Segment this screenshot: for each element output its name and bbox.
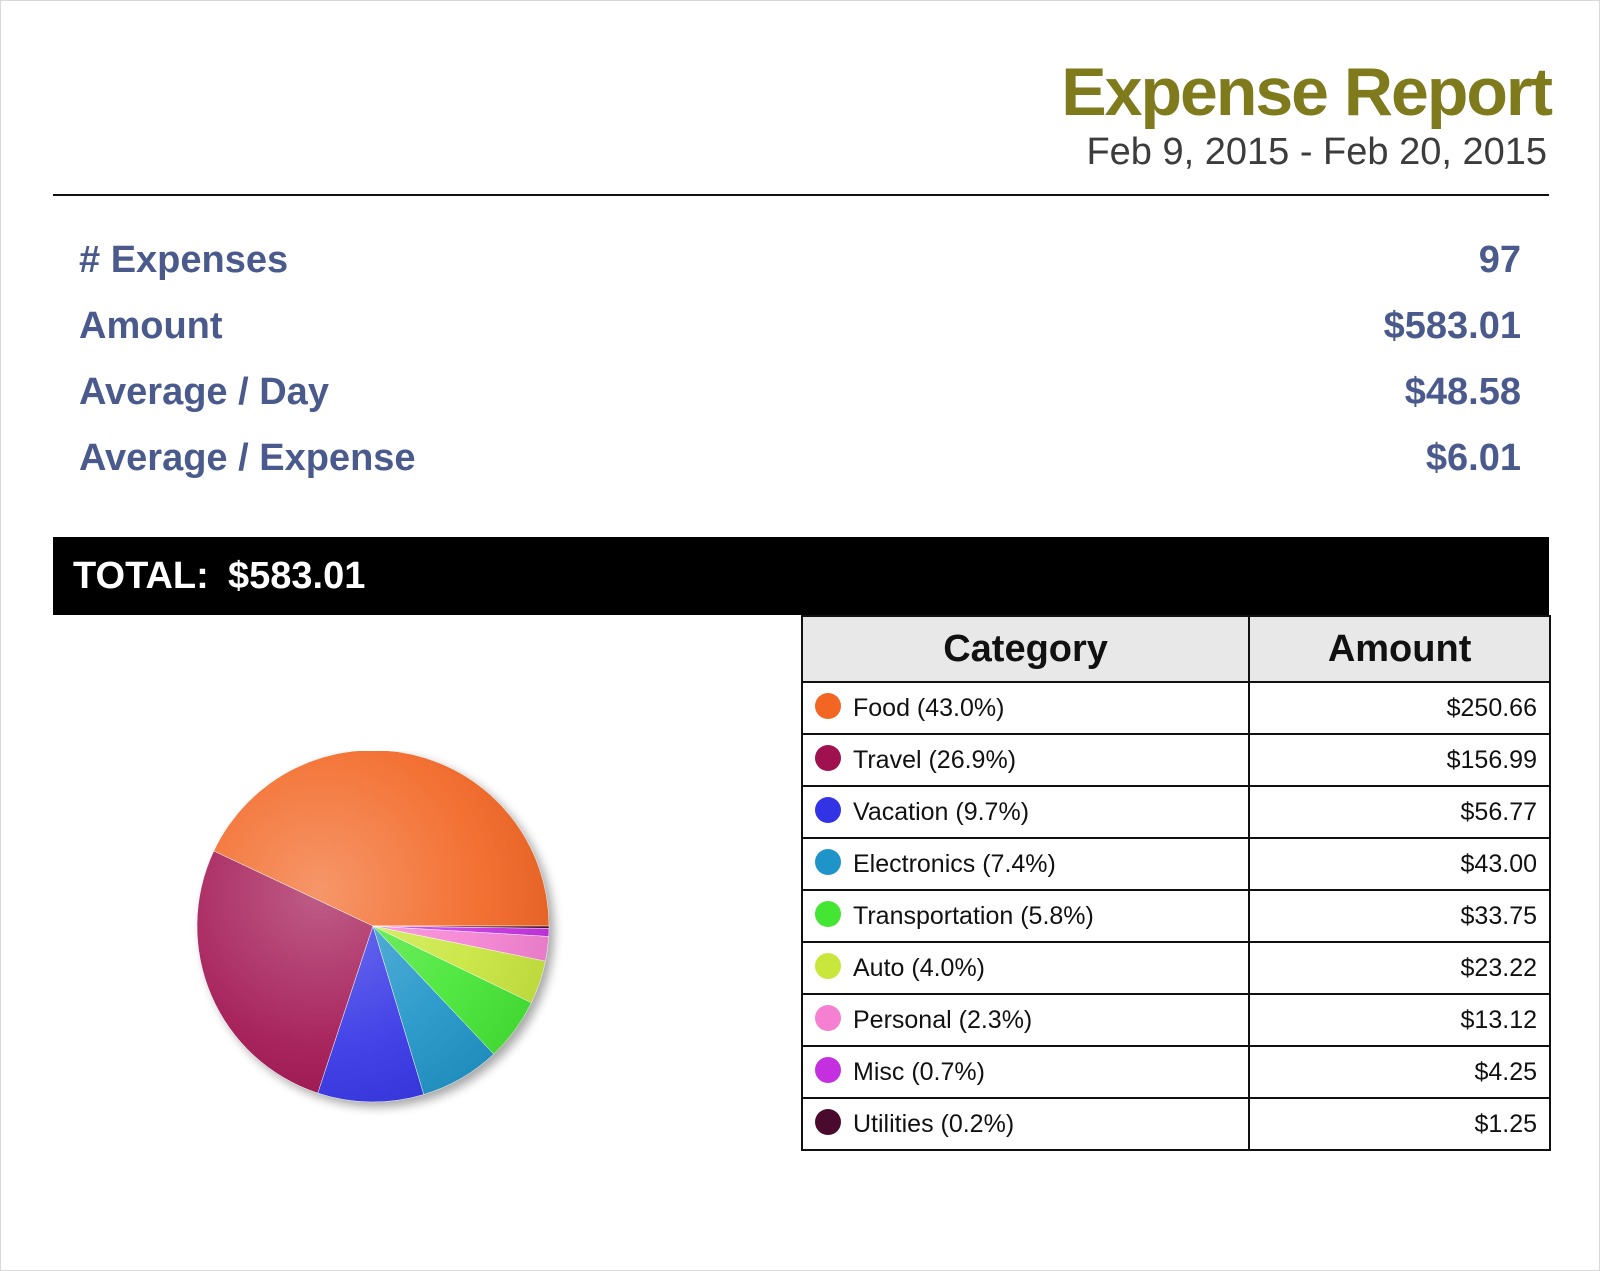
amount-cell: $250.66 (1248, 681, 1551, 735)
category-cell: Transportation (5.8%) (800, 889, 1251, 943)
date-range: Feb 9, 2015 - Feb 20, 2015 (1086, 131, 1547, 173)
stat-row-average-expense: Average / Expense $6.01 (79, 431, 1521, 497)
category-cell: Auto (4.0%) (800, 941, 1251, 995)
amount-cell: $156.99 (1248, 733, 1551, 787)
category-cell: Electronics (7.4%) (800, 837, 1251, 891)
amount-cell: $1.25 (1248, 1097, 1551, 1151)
stat-row-amount: Amount $583.01 (79, 299, 1521, 365)
stat-label: Average / Expense (79, 437, 416, 479)
amount-column-header: Amount (1248, 615, 1551, 683)
pie-chart-svg (196, 751, 554, 1107)
amount-cell: $4.25 (1248, 1045, 1551, 1099)
legend-dot-personal (815, 1005, 841, 1032)
stat-value: 97 (1478, 239, 1521, 281)
category-label: Utilities (0.2%) (853, 1109, 1015, 1138)
pie-chart (191, 751, 581, 1141)
stat-label: Amount (79, 305, 223, 347)
summary-stats: # Expenses 97 Amount $583.01 Average / D… (79, 233, 1521, 497)
category-label: Transportation (5.8%) (853, 901, 1094, 930)
table-row-transportation: Transportation (5.8%) $33.75 (800, 889, 1551, 943)
stat-value: $6.01 (1425, 437, 1521, 479)
legend-dot-electronics (815, 849, 841, 876)
stat-row-average-day: Average / Day $48.58 (79, 365, 1521, 431)
amount-cell: $33.75 (1248, 889, 1551, 943)
table-row-vacation: Vacation (9.7%) $56.77 (800, 785, 1551, 839)
category-label: Travel (26.9%) (853, 745, 1017, 774)
table-row-misc: Misc (0.7%) $4.25 (800, 1045, 1551, 1099)
total-value: $583.01 (228, 555, 366, 597)
category-table: Category Amount Food (43.0%) $250.66 Trave… (800, 615, 1551, 1151)
amount-cell: $43.00 (1248, 837, 1551, 891)
table-row-auto: Auto (4.0%) $23.22 (800, 941, 1551, 995)
amount-cell: $56.77 (1248, 785, 1551, 839)
category-label: Food (43.0%) (853, 693, 1005, 722)
stat-value: $48.58 (1404, 371, 1521, 413)
total-bar: TOTAL: $583.01 (53, 537, 1549, 615)
legend-dot-misc (815, 1057, 841, 1084)
header-divider (53, 194, 1549, 196)
table-row-food: Food (43.0%) $250.66 (800, 681, 1551, 735)
pie-slices (196, 751, 550, 1103)
total-label: TOTAL: (73, 555, 209, 597)
legend-dot-auto (815, 953, 841, 980)
stat-value: $583.01 (1383, 305, 1521, 347)
legend-dot-travel (815, 745, 841, 772)
legend-dot-vacation (815, 797, 841, 824)
report-title: Expense Report (1061, 54, 1553, 130)
category-cell: Travel (26.9%) (800, 733, 1251, 787)
category-cell: Food (43.0%) (800, 681, 1251, 735)
table-header-row: Category Amount (800, 615, 1551, 683)
amount-cell: $13.12 (1248, 993, 1551, 1047)
stat-label: # Expenses (79, 239, 289, 281)
stat-label: Average / Day (79, 371, 329, 413)
amount-cell: $23.22 (1248, 941, 1551, 995)
category-column-header: Category (800, 615, 1251, 683)
category-label: Vacation (9.7%) (853, 797, 1030, 826)
legend-dot-utilities (815, 1109, 841, 1136)
category-cell: Vacation (9.7%) (800, 785, 1251, 839)
table-row-utilities: Utilities (0.2%) $1.25 (800, 1097, 1551, 1151)
table-row-personal: Personal (2.3%) $13.12 (800, 993, 1551, 1047)
legend-dot-food (815, 693, 841, 720)
category-cell: Utilities (0.2%) (800, 1097, 1251, 1151)
category-label: Auto (4.0%) (853, 953, 986, 982)
category-label: Personal (2.3%) (853, 1005, 1033, 1034)
table-row-travel: Travel (26.9%) $156.99 (800, 733, 1551, 787)
stat-row-expense-count: # Expenses 97 (79, 233, 1521, 299)
category-label: Electronics (7.4%) (853, 849, 1056, 878)
category-cell: Personal (2.3%) (800, 993, 1251, 1047)
category-label: Misc (0.7%) (853, 1057, 985, 1086)
category-table-body: Food (43.0%) $250.66 Travel (26.9%) $156.99… (800, 681, 1551, 1151)
category-cell: Misc (0.7%) (800, 1045, 1251, 1099)
legend-dot-transportation (815, 901, 841, 928)
table-row-electronics: Electronics (7.4%) $43.00 (800, 837, 1551, 891)
